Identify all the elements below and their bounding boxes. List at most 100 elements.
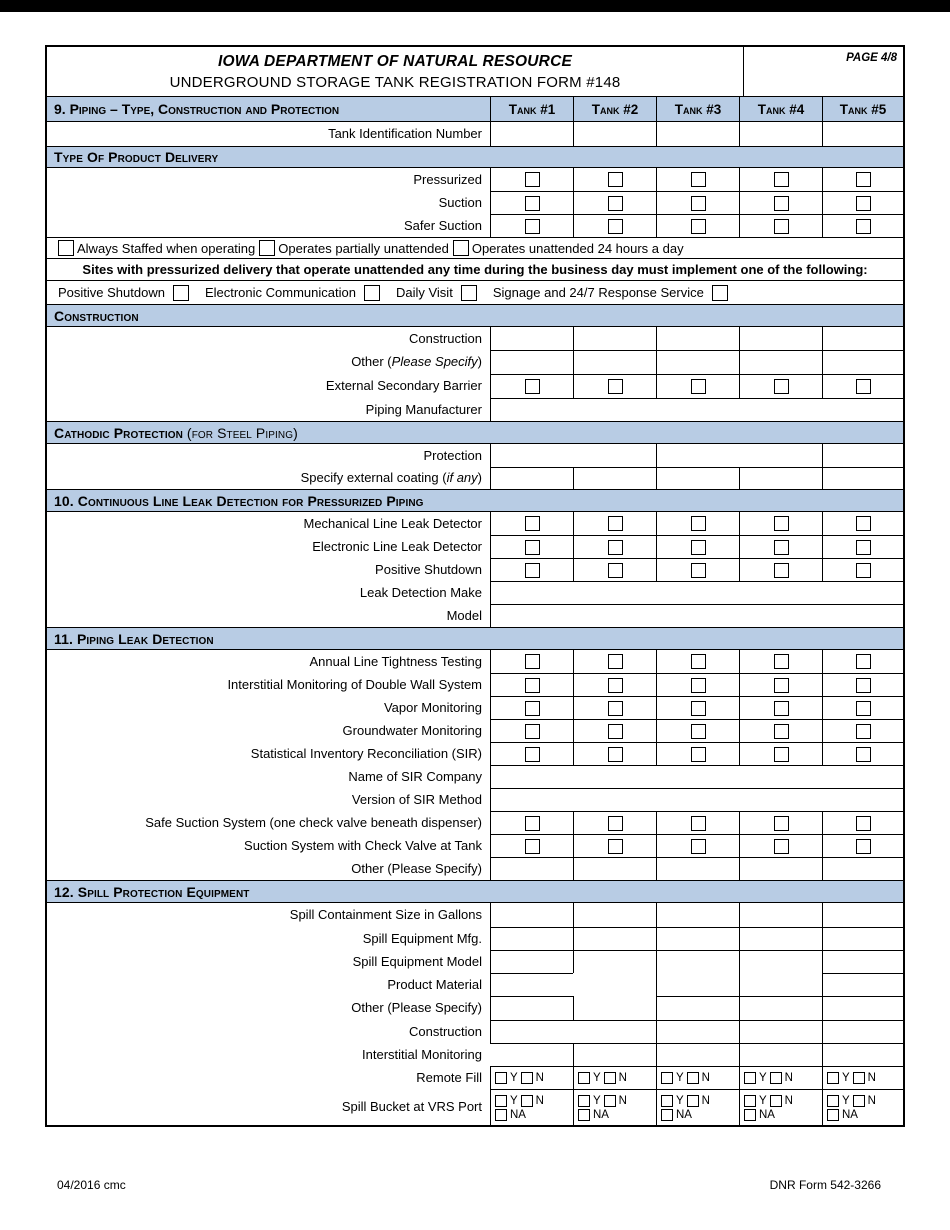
- checkbox[interactable]: [578, 1072, 590, 1084]
- checkbox[interactable]: [172, 284, 189, 301]
- checkbox[interactable]: [855, 195, 871, 211]
- input-cell[interactable]: [573, 950, 656, 973]
- checkbox[interactable]: [524, 195, 540, 211]
- checkbox[interactable]: [855, 516, 871, 531]
- input-cell[interactable]: [822, 996, 903, 1020]
- checkbox[interactable]: [690, 654, 706, 669]
- input-cell[interactable]: [490, 927, 573, 950]
- checkbox[interactable]: [773, 654, 789, 669]
- checkbox[interactable]: [690, 677, 706, 693]
- checkbox[interactable]: [524, 677, 540, 693]
- input-cell[interactable]: [822, 1020, 903, 1043]
- checkbox[interactable]: [607, 677, 623, 693]
- checkbox[interactable]: [607, 172, 623, 187]
- checkbox[interactable]: [690, 815, 706, 831]
- checkbox[interactable]: [744, 1108, 756, 1121]
- input-cell-wide[interactable]: [490, 765, 903, 788]
- input-cell[interactable]: [739, 1020, 822, 1043]
- checkbox[interactable]: [686, 1072, 699, 1084]
- checkbox[interactable]: [855, 379, 871, 394]
- input-cell[interactable]: [490, 350, 573, 374]
- checkbox[interactable]: [773, 172, 789, 187]
- checkbox[interactable]: [524, 815, 540, 831]
- checkbox[interactable]: [773, 677, 789, 693]
- checkbox[interactable]: [773, 539, 789, 555]
- input-cell[interactable]: [490, 1020, 573, 1043]
- input-cell[interactable]: [739, 1043, 822, 1066]
- checkbox[interactable]: [520, 1072, 533, 1084]
- checkbox[interactable]: [520, 1094, 533, 1107]
- checkbox[interactable]: [855, 838, 871, 854]
- checkbox[interactable]: [773, 562, 789, 578]
- checkbox[interactable]: [690, 172, 706, 187]
- input-cell[interactable]: [490, 996, 573, 1020]
- checkbox[interactable]: [524, 172, 540, 187]
- input-cell-wide[interactable]: [490, 604, 903, 627]
- input-cell[interactable]: [656, 857, 739, 880]
- input-cell[interactable]: [656, 950, 739, 973]
- input-cell[interactable]: [573, 927, 656, 950]
- input-cell[interactable]: [822, 327, 903, 350]
- checkbox[interactable]: [744, 1094, 756, 1107]
- input-cell[interactable]: [656, 927, 739, 950]
- checkbox[interactable]: [773, 815, 789, 831]
- checkbox[interactable]: [607, 516, 623, 531]
- input-cell[interactable]: [573, 973, 656, 996]
- checkbox[interactable]: [607, 838, 623, 854]
- checkbox[interactable]: [827, 1094, 839, 1107]
- input-cell[interactable]: [822, 927, 903, 950]
- checkbox[interactable]: [524, 379, 540, 394]
- checkbox[interactable]: [607, 700, 623, 716]
- checkbox[interactable]: [773, 379, 789, 394]
- checkbox[interactable]: [495, 1094, 507, 1107]
- input-cell[interactable]: [573, 1020, 656, 1043]
- checkbox[interactable]: [607, 218, 623, 234]
- checkbox[interactable]: [855, 562, 871, 578]
- checkbox[interactable]: [495, 1108, 507, 1121]
- input-cell[interactable]: [739, 327, 822, 350]
- input-cell[interactable]: [573, 350, 656, 374]
- checkbox[interactable]: [524, 838, 540, 854]
- input-cell[interactable]: [573, 467, 656, 489]
- checkbox[interactable]: [690, 539, 706, 555]
- checkbox[interactable]: [690, 195, 706, 211]
- input-cell[interactable]: [490, 857, 573, 880]
- input-cell[interactable]: [822, 1043, 903, 1066]
- input-cell[interactable]: [490, 903, 573, 927]
- input-cell[interactable]: [739, 996, 822, 1020]
- input-cell[interactable]: [573, 903, 656, 927]
- checkbox[interactable]: [452, 240, 469, 256]
- checkbox[interactable]: [607, 654, 623, 669]
- checkbox[interactable]: [773, 516, 789, 531]
- input-cell[interactable]: [822, 857, 903, 880]
- checkbox[interactable]: [524, 700, 540, 716]
- checkbox[interactable]: [827, 1108, 839, 1121]
- input-cell[interactable]: [739, 467, 822, 489]
- input-cell[interactable]: [490, 1043, 573, 1066]
- checkbox[interactable]: [855, 815, 871, 831]
- checkbox[interactable]: [855, 654, 871, 669]
- checkbox[interactable]: [711, 284, 728, 301]
- checkbox[interactable]: [690, 516, 706, 531]
- checkbox[interactable]: [855, 218, 871, 234]
- checkbox[interactable]: [690, 700, 706, 716]
- checkbox[interactable]: [460, 284, 477, 301]
- input-cell[interactable]: [656, 350, 739, 374]
- checkbox[interactable]: [607, 815, 623, 831]
- checkbox[interactable]: [578, 1094, 590, 1107]
- input-cell[interactable]: [739, 927, 822, 950]
- checkbox[interactable]: [524, 746, 540, 762]
- checkbox[interactable]: [578, 1108, 590, 1121]
- checkbox[interactable]: [773, 218, 789, 234]
- checkbox[interactable]: [524, 539, 540, 555]
- checkbox[interactable]: [773, 723, 789, 739]
- checkbox[interactable]: [607, 746, 623, 762]
- input-cell[interactable]: [656, 122, 739, 146]
- checkbox[interactable]: [744, 1072, 756, 1084]
- checkbox[interactable]: [524, 218, 540, 234]
- checkbox[interactable]: [524, 562, 540, 578]
- checkbox[interactable]: [852, 1072, 865, 1084]
- input-cell[interactable]: [739, 973, 822, 996]
- checkbox[interactable]: [661, 1072, 673, 1084]
- input-cell[interactable]: [490, 122, 573, 146]
